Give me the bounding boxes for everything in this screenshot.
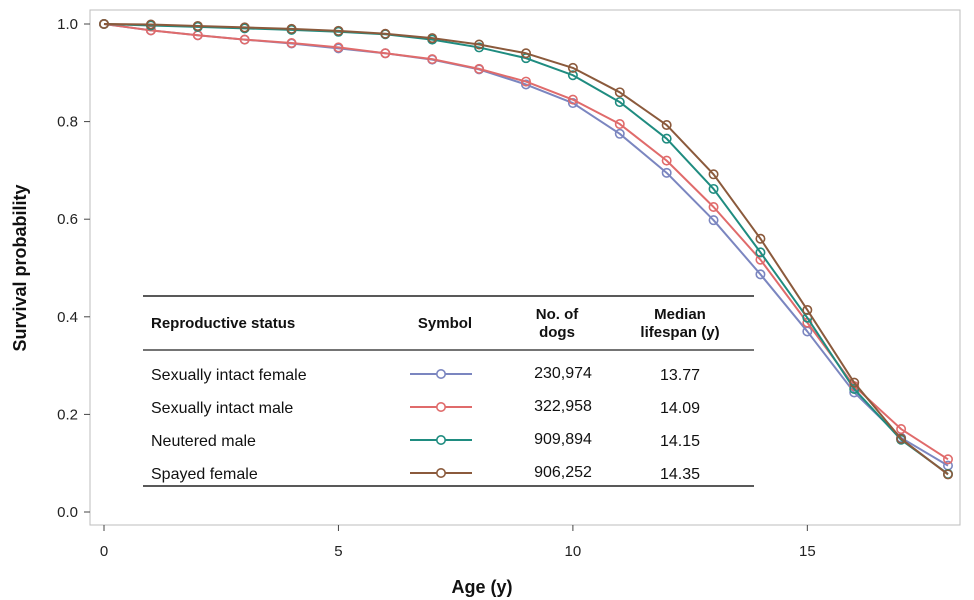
data-point-sexually-intact-female <box>614 128 625 139</box>
data-point-sexually-intact-male <box>520 76 531 87</box>
data-point-sexually-intact-male <box>614 119 625 130</box>
legend-median-neutered-male: 14.15 <box>660 433 700 450</box>
legend-header-symbol: Symbol <box>418 315 472 332</box>
data-point-sexually-intact-male <box>286 38 297 49</box>
legend-label-sexually-intact-male: Sexually intact male <box>151 400 293 417</box>
data-point-sexually-intact-female <box>755 269 766 280</box>
data-point-spayed-female <box>661 120 672 131</box>
data-point-sexually-intact-male <box>474 63 485 74</box>
data-point-neutered-male <box>567 70 578 81</box>
legend-median-spayed-female: 14.35 <box>660 466 700 483</box>
data-point-spayed-female <box>192 20 203 31</box>
data-point-spayed-female <box>333 25 344 36</box>
data-point-sexually-intact-male <box>708 202 719 213</box>
y-axis: 0.0 0.2 0.4 0.6 0.8 1.0 <box>57 16 90 521</box>
legend-count-spayed-female: 906,252 <box>534 464 592 481</box>
data-point-sexually-intact-female <box>661 167 672 178</box>
data-point-sexually-intact-male <box>942 454 953 465</box>
x-tick-label: 0 <box>100 543 108 560</box>
legend-symbol-marker-spayed-female <box>435 467 446 478</box>
data-point-sexually-intact-male <box>239 34 250 45</box>
data-point-sexually-intact-female <box>708 215 719 226</box>
data-point-spayed-female <box>755 233 766 244</box>
legend-header-median-2: lifespan (y) <box>640 324 719 341</box>
data-point-sexually-intact-male <box>661 155 672 166</box>
data-point-spayed-female <box>942 469 953 480</box>
x-tick-label: 15 <box>799 543 816 560</box>
data-point-spayed-female <box>896 433 907 444</box>
legend-label-neutered-male: Neutered male <box>151 433 256 450</box>
y-tick-label: 0.0 <box>57 504 78 521</box>
data-point-spayed-female <box>427 33 438 44</box>
x-axis-title: Age (y) <box>451 577 512 597</box>
data-point-spayed-female <box>708 169 719 180</box>
data-point-spayed-female <box>474 39 485 50</box>
data-point-sexually-intact-male <box>333 42 344 53</box>
data-point-spayed-female <box>286 23 297 34</box>
legend-count-neutered-male: 909,894 <box>534 431 592 448</box>
plot-frame <box>89 9 961 526</box>
data-point-neutered-male <box>708 183 719 194</box>
x-tick-label: 5 <box>334 543 342 560</box>
data-point-neutered-male <box>614 97 625 108</box>
legend-header-median-1: Median <box>654 306 706 323</box>
data-point-spayed-female <box>145 19 156 30</box>
data-point-sexually-intact-female <box>520 79 531 90</box>
data-point-sexually-intact-male <box>427 54 438 65</box>
x-axis: 0 5 10 15 <box>100 525 816 560</box>
legend-median-sexually-intact-female: 13.77 <box>660 367 700 384</box>
legend-median-sexually-intact-male: 14.09 <box>660 400 700 417</box>
data-point-neutered-male <box>661 133 672 144</box>
data-point-spayed-female <box>567 62 578 73</box>
y-tick-label: 0.4 <box>57 309 78 326</box>
data-point-spayed-female <box>520 48 531 59</box>
y-axis-title: Survival probability <box>10 184 30 351</box>
legend-header-status: Reproductive status <box>151 315 295 332</box>
legend-header-count-1: No. of <box>536 306 579 323</box>
data-point-sexually-intact-male <box>896 424 907 435</box>
legend-symbol-marker-sexually-intact-female <box>435 368 446 379</box>
data-point-sexually-intact-male <box>567 94 578 105</box>
legend-count-sexually-intact-female: 230,974 <box>534 365 592 382</box>
series-layer <box>99 18 953 480</box>
data-point-spayed-female <box>239 22 250 33</box>
legend-symbol-marker-sexually-intact-male <box>435 401 446 412</box>
data-point-neutered-male <box>474 42 485 53</box>
legend-rows: Sexually intact female 230,974 13.77 Sexual… <box>151 365 700 483</box>
legend-count-sexually-intact-male: 322,958 <box>534 398 592 415</box>
legend-symbol-marker-neutered-male <box>435 434 446 445</box>
data-point-spayed-female <box>849 377 860 388</box>
y-tick-label: 0.2 <box>57 406 78 423</box>
legend-label-spayed-female: Spayed female <box>151 466 258 483</box>
data-point-sexually-intact-male <box>380 48 391 59</box>
legend-table: Reproductive status Symbol No. of dogs M… <box>143 295 754 487</box>
y-tick-label: 1.0 <box>57 16 78 33</box>
data-point-spayed-female <box>380 28 391 39</box>
y-tick-label: 0.8 <box>57 114 78 131</box>
y-tick-label: 0.6 <box>57 211 78 228</box>
data-point-neutered-male <box>755 247 766 258</box>
legend-header-count-2: dogs <box>539 324 575 341</box>
data-point-spayed-female <box>99 18 110 29</box>
data-point-spayed-female <box>802 304 813 315</box>
series-line-spayed-female <box>103 23 949 476</box>
legend-label-sexually-intact-female: Sexually intact female <box>151 367 307 384</box>
data-point-spayed-female <box>614 87 625 98</box>
x-tick-label: 10 <box>565 543 582 560</box>
